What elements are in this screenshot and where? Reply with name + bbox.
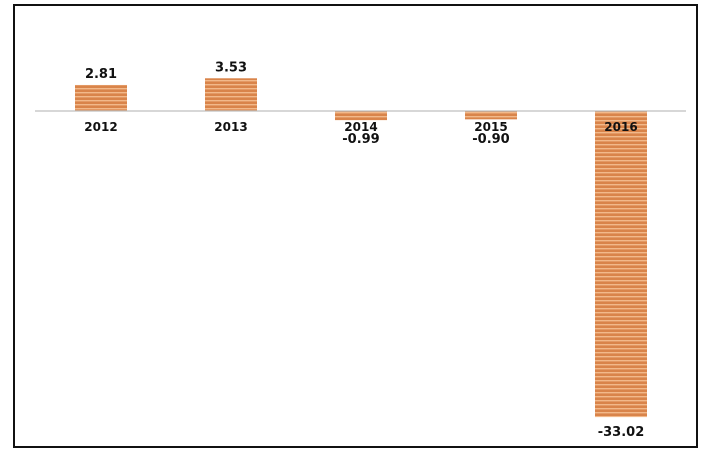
category-label-2012: 2012: [84, 120, 117, 134]
data-label-2015: -0.90: [472, 132, 509, 147]
bar-2013: [205, 78, 257, 111]
bar-2014: [335, 111, 387, 121]
data-label-2012: 2.81: [85, 67, 117, 82]
category-label-2013: 2013: [214, 120, 247, 134]
category-label-2016: 2016: [604, 120, 637, 134]
data-label-2013: 3.53: [215, 60, 247, 75]
data-label-2014: -0.99: [342, 132, 379, 147]
bar-2015: [465, 111, 517, 120]
bar-2016: [595, 111, 647, 418]
chart-frame: [13, 4, 698, 448]
category-label-2014: 2014: [344, 120, 377, 134]
category-label-2015: 2015: [474, 120, 507, 134]
data-label-2016: -33.02: [598, 425, 645, 440]
bars-layer: [75, 78, 647, 418]
bar-2012: [75, 84, 127, 111]
